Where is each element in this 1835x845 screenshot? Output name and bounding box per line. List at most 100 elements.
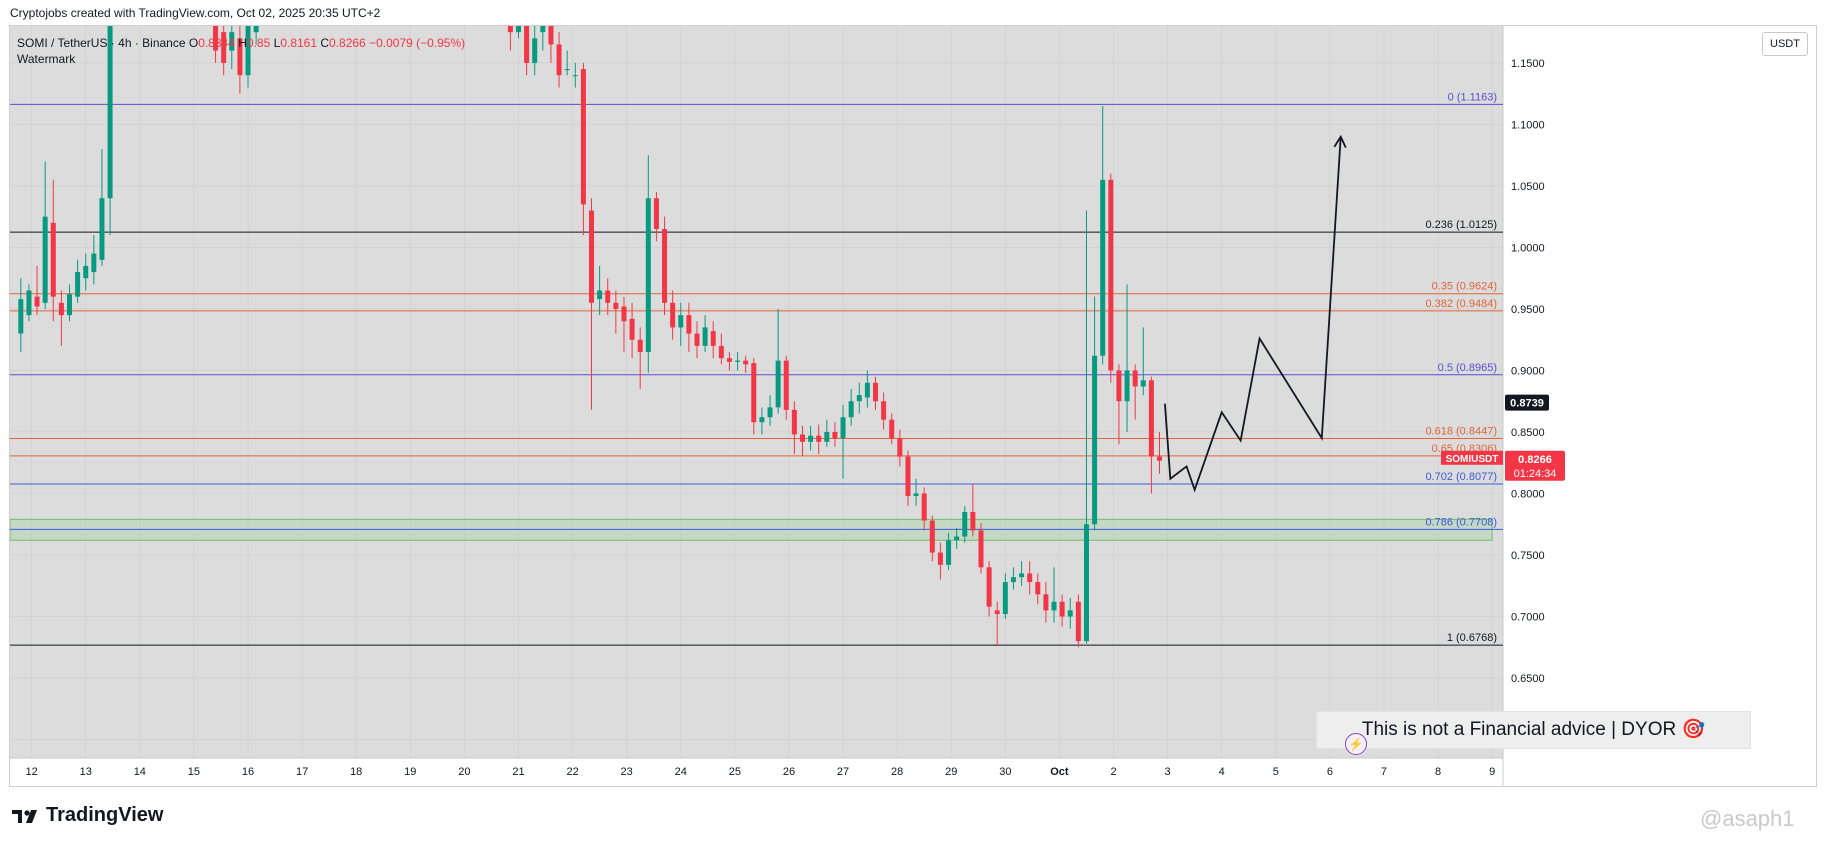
y-tick-label: 0.8500 bbox=[1511, 427, 1545, 439]
x-tick-label: 28 bbox=[891, 766, 903, 778]
x-tick-label: 2 bbox=[1110, 766, 1116, 778]
candle-body bbox=[221, 32, 227, 63]
candle-body bbox=[42, 216, 48, 303]
candle-body bbox=[515, 26, 521, 33]
y-tick-label: 1.1000 bbox=[1511, 119, 1545, 131]
high-label: H bbox=[238, 36, 247, 50]
x-tick-label: 12 bbox=[26, 766, 38, 778]
candle-body bbox=[929, 520, 935, 553]
candle-body bbox=[970, 511, 976, 531]
candle-body bbox=[532, 38, 538, 63]
price-chart[interactable]: 0.60000.65000.70000.75000.80000.85000.90… bbox=[10, 26, 1816, 786]
candle-body bbox=[229, 32, 235, 51]
candle-body bbox=[913, 493, 919, 496]
candle-body bbox=[67, 294, 73, 316]
candle-body bbox=[718, 345, 724, 359]
x-tick-label: 4 bbox=[1219, 766, 1225, 778]
candle-body bbox=[637, 339, 643, 353]
candle-body bbox=[50, 222, 56, 297]
x-tick-label: 30 bbox=[999, 766, 1011, 778]
candle-body bbox=[107, 26, 113, 199]
candle-body bbox=[1059, 601, 1065, 617]
symbol-legend: SOMI / TetherUS · 4h · Binance O0.8344 H… bbox=[17, 35, 465, 67]
chart-frame[interactable]: 0.60000.65000.70000.75000.80000.85000.90… bbox=[9, 25, 1817, 787]
candle-body bbox=[605, 290, 611, 303]
x-tick-label: 14 bbox=[134, 766, 146, 778]
x-tick-label: 8 bbox=[1435, 766, 1441, 778]
candle-body bbox=[775, 360, 781, 408]
tradingview-logo-icon bbox=[12, 809, 37, 823]
candle-body bbox=[1140, 380, 1146, 387]
x-tick-label: 20 bbox=[458, 766, 470, 778]
candle-body bbox=[237, 38, 243, 76]
symbol-title[interactable]: SOMI / TetherUS · 4h · Binance bbox=[17, 36, 186, 50]
y-tick-label: 1.0500 bbox=[1511, 181, 1545, 193]
fib-level-label: 0.702 (0.8077) bbox=[1425, 471, 1497, 483]
bar-countdown-label: 01:24:34 bbox=[1514, 468, 1557, 480]
candle-body bbox=[1010, 577, 1016, 583]
disclaimer-note: This is not a Financial advice | DYOR 🎯 bbox=[1316, 711, 1751, 749]
candle-body bbox=[962, 511, 968, 537]
candle-body bbox=[1067, 610, 1073, 617]
candle-body bbox=[946, 540, 952, 565]
currency-button[interactable]: USDT bbox=[1762, 32, 1808, 56]
candle-body bbox=[99, 198, 105, 260]
candle-body bbox=[670, 302, 676, 328]
candle-body bbox=[1027, 573, 1033, 583]
x-tick-label: 15 bbox=[188, 766, 200, 778]
fib-level-label: 0.35 (0.9624) bbox=[1432, 281, 1497, 293]
candle-body bbox=[799, 434, 805, 442]
candle-body bbox=[678, 315, 684, 328]
candle-body bbox=[881, 401, 887, 420]
candle-body bbox=[1051, 601, 1057, 611]
open-value: 0.8344 bbox=[198, 36, 235, 50]
candle-body bbox=[873, 382, 879, 402]
x-tick-label: 3 bbox=[1165, 766, 1171, 778]
candle-body bbox=[83, 265, 89, 279]
candle-body bbox=[897, 438, 903, 457]
candle-body bbox=[1083, 524, 1089, 642]
change-value: −0.0079 (−0.95%) bbox=[369, 36, 466, 50]
candle-body bbox=[743, 360, 749, 365]
candle-body bbox=[58, 302, 64, 316]
lightning-icon[interactable]: ⚡ bbox=[1345, 733, 1367, 755]
candle-body bbox=[905, 456, 911, 496]
candle-body bbox=[653, 198, 659, 229]
watermark-label[interactable]: Watermark bbox=[17, 52, 76, 66]
x-tick-label: 24 bbox=[675, 766, 687, 778]
candle-body bbox=[783, 360, 789, 410]
candle-body bbox=[710, 331, 716, 346]
candle-body bbox=[937, 552, 943, 565]
last-price-label: 0.8266 bbox=[1518, 454, 1552, 466]
y-tick-label: 1.0000 bbox=[1511, 242, 1545, 254]
price-axis-panel bbox=[1503, 26, 1816, 786]
projection-arrowhead bbox=[1333, 134, 1347, 148]
candle-body bbox=[848, 401, 854, 418]
candle-body bbox=[921, 493, 927, 521]
price-marker-0.8739 bbox=[1505, 394, 1549, 411]
close-label: C bbox=[320, 36, 330, 50]
candle-body bbox=[662, 228, 668, 303]
candle-body bbox=[75, 272, 81, 297]
candle-body bbox=[213, 26, 219, 51]
open-label: O bbox=[188, 36, 199, 50]
candle-body bbox=[824, 431, 830, 442]
x-tick-label: 21 bbox=[512, 766, 524, 778]
chart-header-text: Cryptojobs created with TradingView.com,… bbox=[10, 6, 381, 20]
brand-name: TradingView bbox=[46, 804, 164, 826]
candle-body bbox=[1116, 370, 1122, 402]
y-tick-label: 1.1500 bbox=[1511, 58, 1545, 70]
candle-body bbox=[645, 198, 651, 353]
x-tick-label: 29 bbox=[945, 766, 957, 778]
x-tick-label: 6 bbox=[1327, 766, 1333, 778]
x-tick-label: 25 bbox=[729, 766, 741, 778]
candle-body bbox=[686, 315, 692, 334]
candle-body bbox=[864, 382, 870, 398]
candle-body bbox=[34, 296, 40, 307]
candle-body bbox=[1035, 582, 1041, 595]
candle-body bbox=[1043, 594, 1049, 611]
y-tick-label: 0.7000 bbox=[1511, 612, 1545, 624]
tradingview-logo[interactable]: TradingView bbox=[12, 804, 163, 827]
candle-body bbox=[507, 26, 513, 33]
candle-body bbox=[18, 299, 24, 334]
